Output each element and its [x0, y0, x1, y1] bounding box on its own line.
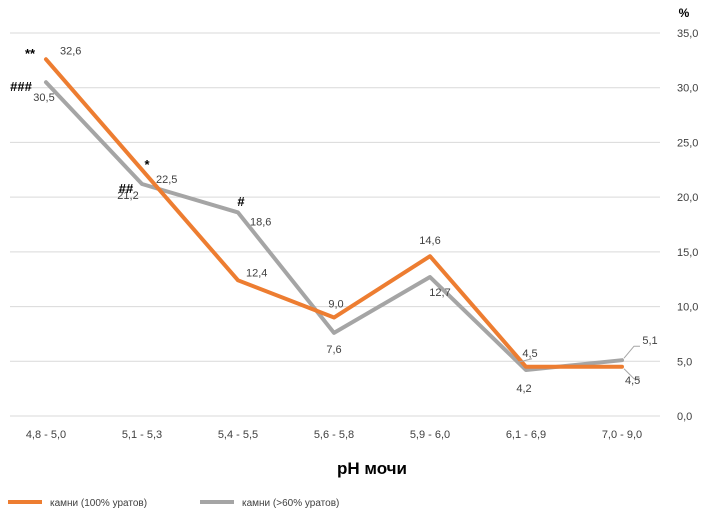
data-label-s2: 12,7 [429, 287, 450, 299]
significance-mark: # [237, 194, 245, 209]
leader-line [515, 358, 533, 364]
y-tick-label: 30,0 [677, 83, 698, 95]
significance-mark: ## [119, 181, 134, 196]
x-axis-ticks: 4,8 - 5,0 5,1 - 5,3 5,4 - 5,5 5,6 - 5,8 5,9 … [26, 429, 642, 441]
series-line-1 [44, 57, 624, 369]
x-tick-label: 5,9 - 6,0 [410, 429, 450, 441]
y-axis-ticks: 0,0 5,0 10,0 15,0 20,0 25,0 30,0 35,0 [677, 28, 698, 423]
data-label-s1: 9,0 [328, 299, 343, 311]
y-unit-label: % [679, 6, 690, 20]
significance-mark: * [144, 157, 150, 172]
series-lines [44, 57, 624, 373]
data-label-s2: 4,2 [516, 383, 531, 395]
x-tick-label: 5,1 - 5,3 [122, 429, 162, 441]
x-tick-label: 7,0 - 9,0 [602, 429, 642, 441]
y-tick-label: 35,0 [677, 28, 698, 40]
data-label-s2: 21,2 [117, 190, 138, 202]
data-label-s1: 14,6 [419, 235, 440, 247]
y-tick-label: 25,0 [677, 137, 698, 149]
leader-line [623, 368, 640, 380]
data-label-s1: 22,5 [156, 174, 177, 186]
x-tick-label: 5,6 - 5,8 [314, 429, 354, 441]
significance-mark: ### [10, 79, 32, 94]
legend: камни (100% уратов) камни (>60% уратов) [8, 498, 339, 509]
legend-label-2: камни (>60% уратов) [242, 498, 339, 509]
x-tick-label: 5,4 - 5,5 [218, 429, 258, 441]
significance-marks: **###*### [10, 46, 245, 209]
data-label-s2: 30,5 [33, 92, 54, 104]
y-tick-label: 20,0 [677, 192, 698, 204]
leader-line [623, 345, 640, 359]
x-tick-label: 6,1 - 6,9 [506, 429, 546, 441]
y-tick-label: 5,0 [677, 356, 692, 368]
data-labels: 32,6 22,5 12,4 9,0 14,6 4,5 4,5 30,5 21,2 18,6 7,6… [33, 45, 657, 395]
y-tick-label: 0,0 [677, 411, 692, 423]
data-label-s2: 18,6 [250, 216, 271, 228]
y-tick-label: 15,0 [677, 247, 698, 259]
data-label-s1: 12,4 [246, 267, 267, 279]
significance-mark: ** [25, 46, 36, 61]
data-label-s1: 4,5 [522, 348, 537, 360]
legend-label-1: камни (100% уратов) [50, 498, 147, 509]
data-label-s1: 32,6 [60, 45, 81, 57]
data-label-s2: 5,1 [642, 335, 657, 347]
label-leaders [515, 345, 640, 380]
data-label-s2: 7,6 [326, 344, 341, 356]
x-axis-title: pH мочи [337, 459, 407, 478]
data-label-s1: 4,5 [625, 375, 640, 387]
y-tick-label: 10,0 [677, 302, 698, 314]
x-tick-label: 4,8 - 5,0 [26, 429, 66, 441]
series-line-2 [44, 80, 624, 373]
gridlines [10, 32, 660, 417]
